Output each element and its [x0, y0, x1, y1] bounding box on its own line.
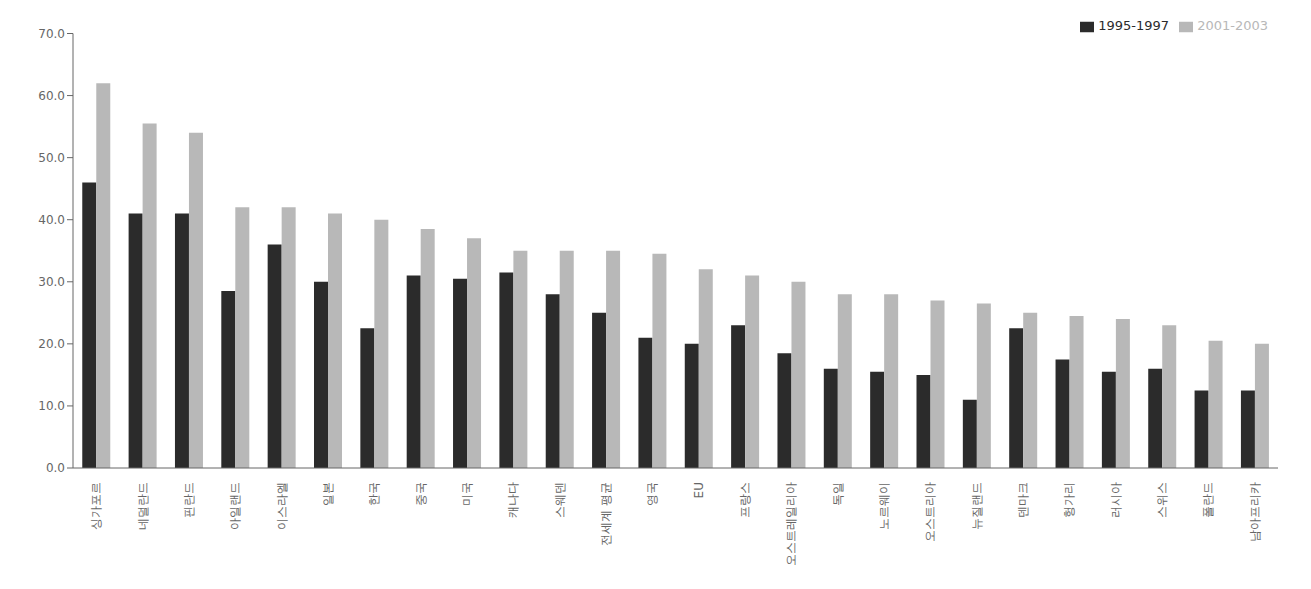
svg-text:오스트레일리아: 오스트레일리아: [784, 482, 798, 566]
svg-text:10.0: 10.0: [38, 399, 65, 413]
svg-text:오스트리아: 오스트리아: [923, 482, 937, 542]
html-text:1995-1997: 1995-1997: [1098, 18, 1170, 33]
svg-text:스위스: 스위스: [1155, 482, 1169, 518]
html-text:2001-2003: 2001-2003: [1197, 18, 1268, 33]
svg-text:50.0: 50.0: [38, 151, 65, 165]
svg-text:중국: 중국: [414, 482, 428, 506]
svg-text:70.0: 70.0: [38, 27, 65, 41]
svg-text:스웨덴: 스웨덴: [553, 482, 567, 518]
svg-text:노르웨이: 노르웨이: [877, 482, 891, 530]
svg-text:미국: 미국: [460, 482, 474, 506]
svg-text:40.0: 40.0: [38, 213, 65, 227]
svg-text:30.0: 30.0: [38, 275, 65, 289]
svg-text:0.0: 0.0: [46, 461, 65, 475]
svg-text:한국: 한국: [367, 482, 381, 506]
svg-text:60.0: 60.0: [38, 89, 65, 103]
svg-text:헝가리: 헝가리: [1062, 482, 1076, 518]
svg-text:폴란드: 폴란드: [1201, 482, 1215, 518]
svg-text:남아프리카: 남아프리카: [1248, 482, 1262, 542]
svg-text:핀란드: 핀란드: [182, 482, 196, 518]
svg-text:네덜란드: 네덜란드: [136, 482, 150, 530]
svg-text:이스라엘: 이스라엘: [275, 482, 289, 530]
svg-text:러시아: 러시아: [1109, 482, 1123, 518]
svg-text:EU: EU: [692, 482, 706, 498]
svg-text:싱가포르: 싱가포르: [89, 482, 103, 530]
svg-text:캐나다: 캐나다: [506, 482, 520, 518]
svg-text:독일: 독일: [831, 482, 845, 506]
svg-text:덴마크: 덴마크: [1016, 482, 1030, 518]
svg-text:뉴질랜드: 뉴질랜드: [970, 482, 984, 530]
svg-text:전세계 평균: 전세계 평균: [599, 482, 613, 546]
svg-text:프랑스: 프랑스: [738, 482, 752, 518]
svg-text:아일랜드: 아일랜드: [228, 482, 242, 530]
svg-text:일본: 일본: [321, 482, 335, 506]
svg-text:20.0: 20.0: [38, 337, 65, 351]
svg-text:영국: 영국: [645, 482, 659, 506]
